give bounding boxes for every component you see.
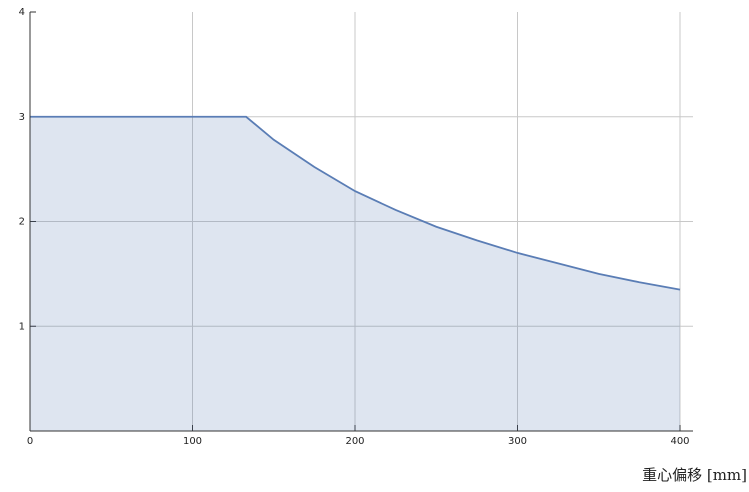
y-tick-label: 2: [19, 217, 25, 228]
x-tick-label: 100: [183, 436, 202, 447]
line: [30, 115, 681, 291]
area: [30, 116, 680, 431]
x-tick-label: 0: [27, 436, 33, 447]
x-tick-label: 400: [670, 436, 689, 447]
x-tick-label: 300: [508, 436, 527, 447]
y-tick-label: 1: [19, 321, 25, 332]
y-tick-label: 3: [19, 112, 25, 123]
x-axis-label: 重心偏移 [mm]: [642, 466, 747, 484]
y-tick-label: 4: [19, 7, 25, 18]
x-tick-label: 200: [345, 436, 364, 447]
